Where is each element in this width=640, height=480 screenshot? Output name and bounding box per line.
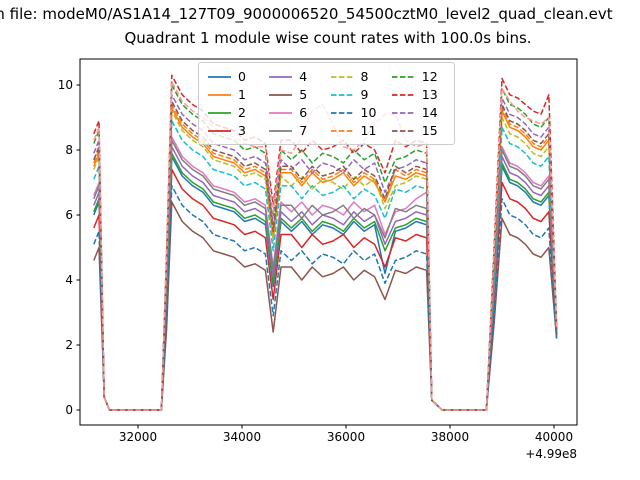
legend-item-4: 4 <box>269 68 322 84</box>
legend-label: 1 <box>238 86 246 102</box>
y-tick-label: 0 <box>65 403 73 417</box>
legend-line-sample <box>391 112 415 114</box>
legend-item-0: 0 <box>208 68 261 84</box>
legend-label: 5 <box>299 86 308 102</box>
legend-item-8: 8 <box>330 68 384 84</box>
legend-line-sample <box>208 112 231 114</box>
legend-line-sample <box>208 76 231 78</box>
legend-line-sample <box>269 130 293 132</box>
legend-item-15: 15 <box>391 122 445 138</box>
legend-label: 9 <box>360 86 369 102</box>
legend-label: 8 <box>360 68 369 84</box>
legend-line-sample <box>330 112 354 114</box>
y-tick-label: 2 <box>65 338 73 352</box>
legend-item-1: 1 <box>208 86 261 102</box>
axes-title: Quadrant 1 module wise count rates with … <box>124 29 532 47</box>
legend-line-sample <box>208 94 231 96</box>
axes-frame <box>79 58 578 426</box>
legend-line-sample <box>208 130 231 132</box>
legend-item-2: 2 <box>208 104 261 120</box>
ticks-group: 32000 34000 36000 38000 40000 0 2 4 6 8 10 <box>58 78 573 444</box>
x-tick-label: 32000 <box>119 430 157 444</box>
legend-item-7: 7 <box>269 122 322 138</box>
legend: 0 4 8 12 1 5 9 13 2 6 10 14 3 7 11 15 <box>198 62 455 145</box>
legend-label: 2 <box>238 104 246 120</box>
x-tick-label: 40000 <box>535 430 573 444</box>
legend-item-14: 14 <box>391 104 445 120</box>
legend-item-10: 10 <box>330 104 384 120</box>
y-tick-label: 10 <box>58 78 73 92</box>
legend-item-9: 9 <box>330 86 384 102</box>
y-tick-label: 6 <box>65 208 73 222</box>
legend-item-3: 3 <box>208 122 261 138</box>
legend-line-sample <box>330 76 354 78</box>
legend-label: 14 <box>421 104 438 120</box>
legend-label: 11 <box>360 122 377 138</box>
legend-label: 7 <box>299 122 308 138</box>
legend-line-sample <box>269 112 293 114</box>
legend-line-sample <box>269 76 293 78</box>
y-tick-label: 4 <box>65 273 73 287</box>
legend-line-sample <box>269 94 293 96</box>
y-tick-label: 8 <box>65 143 73 157</box>
legend-line-sample <box>330 130 354 132</box>
legend-line-sample <box>391 94 415 96</box>
legend-label: 13 <box>421 86 438 102</box>
legend-label: 12 <box>421 68 438 84</box>
series-line-15 <box>93 100 558 411</box>
legend-label: 15 <box>421 122 438 138</box>
legend-item-13: 13 <box>391 86 445 102</box>
legend-line-sample <box>330 94 354 96</box>
legend-line-sample <box>391 130 415 132</box>
legend-label: 10 <box>360 104 377 120</box>
x-tick-label: 36000 <box>327 430 365 444</box>
x-axis-offset-label: +4.99e8 <box>525 447 577 461</box>
legend-item-6: 6 <box>269 104 322 120</box>
legend-label: 6 <box>299 104 308 120</box>
legend-item-12: 12 <box>391 68 445 84</box>
legend-label: 0 <box>238 68 246 84</box>
x-tick-label: 34000 <box>223 430 261 444</box>
legend-line-sample <box>391 76 415 78</box>
series-line-9 <box>93 120 558 411</box>
legend-label: 3 <box>238 122 246 138</box>
legend-label: 4 <box>299 68 308 84</box>
figure-suptitle: from file: modeM0/AS1A14_127T09_90000065… <box>0 5 613 23</box>
x-tick-label: 38000 <box>431 430 469 444</box>
legend-item-5: 5 <box>269 86 322 102</box>
legend-item-11: 11 <box>330 122 384 138</box>
